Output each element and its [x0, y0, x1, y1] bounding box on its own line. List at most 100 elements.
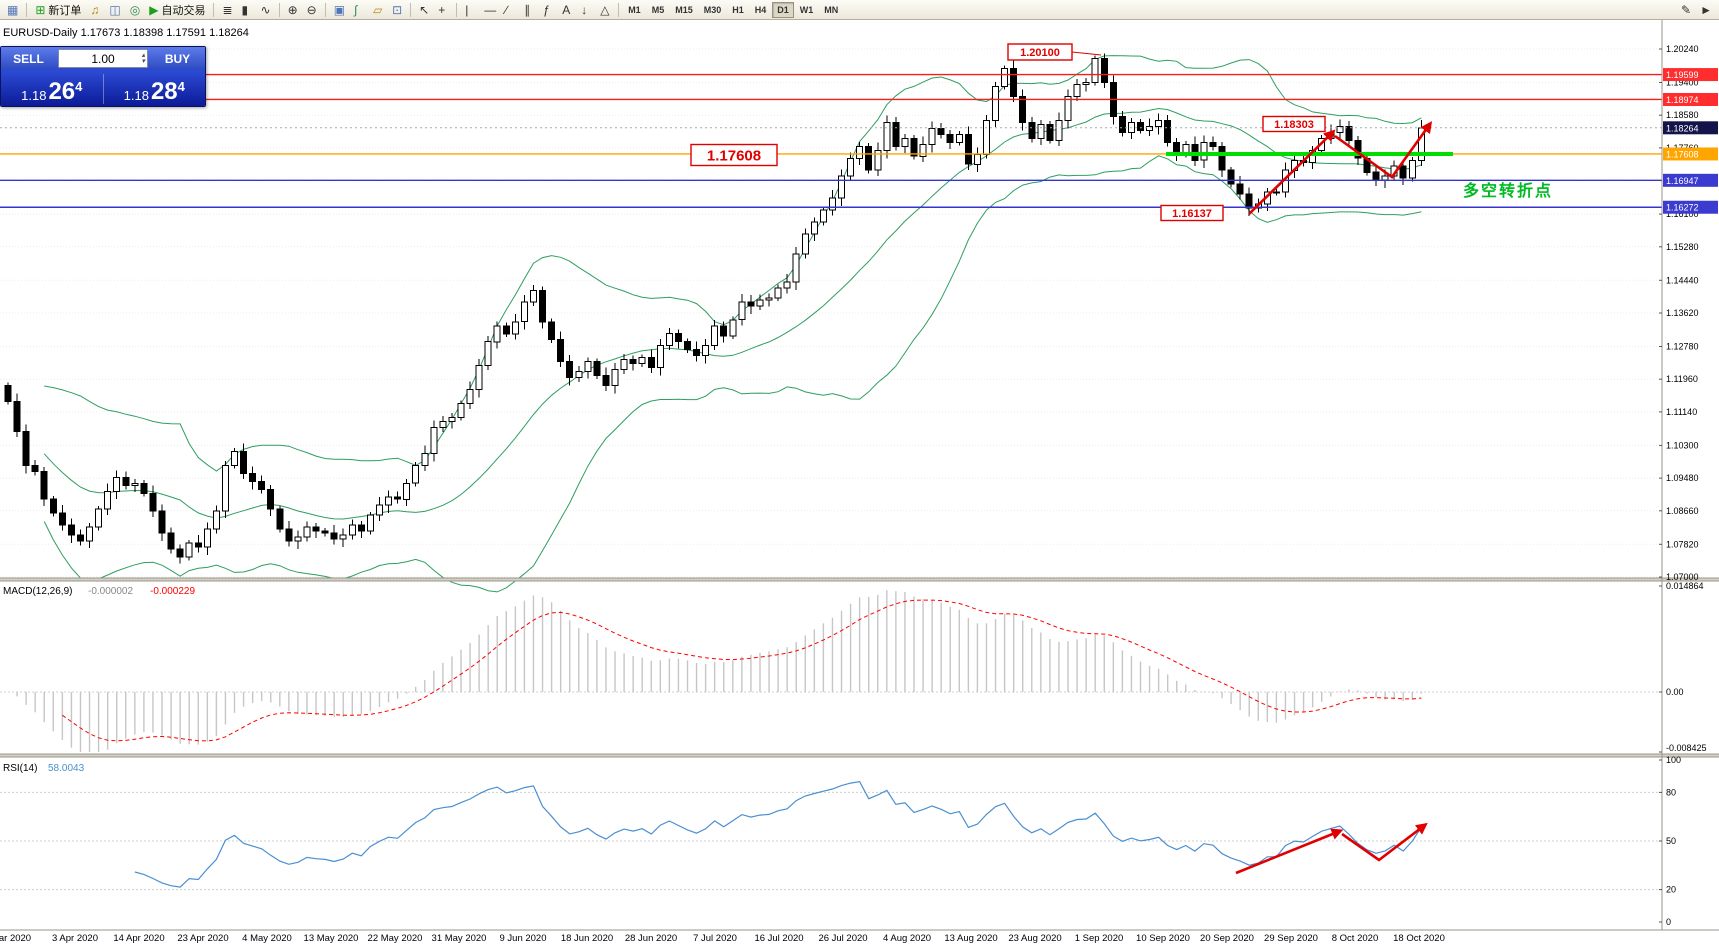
candle — [394, 491, 402, 504]
fibonacci-icon[interactable]: ƒ — [539, 1, 557, 18]
arrows-tool-icon[interactable]: ↓ — [577, 1, 595, 18]
spinner-down-icon[interactable]: ▾ — [141, 57, 145, 65]
candle — [240, 443, 248, 479]
candle — [366, 512, 374, 535]
horizontal-levels[interactable] — [0, 73, 1662, 208]
new-order-button[interactable]: ⊞ 新订单 — [31, 1, 85, 18]
cursor-icon[interactable]: ↖ — [415, 1, 433, 18]
level-price-badge: 1.19599 — [1666, 70, 1699, 80]
pointer-tool-icon[interactable]: ► — [1696, 1, 1716, 18]
time-axis[interactable]: Mar 2020 3 Apr 2020 14 Apr 2020 23 Apr 2020… — [0, 929, 1719, 944]
current-price-badge-bg — [1663, 121, 1718, 135]
candle — [910, 135, 918, 160]
panel-divider[interactable] — [0, 578, 1719, 581]
horizontal-line-icon[interactable]: — — [480, 1, 500, 18]
rsi-line — [134, 780, 1422, 888]
candle — [1146, 118, 1154, 136]
candle — [321, 527, 329, 537]
navigator-icon[interactable]: ◎ — [126, 1, 144, 18]
candle — [946, 130, 954, 150]
candle — [1137, 119, 1144, 134]
candle — [1218, 141, 1226, 177]
timeframe-m30-button[interactable]: M30 — [699, 2, 727, 18]
macd-axis-label: 0.014864 — [1666, 581, 1704, 591]
price-axis-label: 1.07820 — [1666, 539, 1699, 549]
shapes-tool-icon: △ — [600, 2, 610, 17]
crosshair-icon[interactable]: + — [434, 1, 452, 18]
candle — [158, 504, 166, 542]
candle — [738, 293, 746, 326]
current-price-badge: 1.18264 — [1666, 123, 1699, 133]
timeframe-m15-button[interactable]: M15 — [670, 2, 698, 18]
candle — [194, 535, 202, 553]
price-axis-label: 1.16100 — [1666, 209, 1699, 219]
channel-icon[interactable]: ∥ — [520, 1, 538, 18]
candle — [1127, 118, 1135, 140]
ask-pipette: 4 — [177, 79, 185, 94]
autotrading-button[interactable]: ▶ 自动交易 — [145, 1, 209, 18]
bar-chart-icon[interactable]: ≣ — [218, 1, 236, 18]
trade-widget-prices: 1.18 26 4 1.18 28 4 — [1, 70, 206, 106]
timeframe-d1-button[interactable]: D1 — [772, 1, 794, 18]
chart-window-icon[interactable]: ▦ — [3, 1, 22, 18]
candle — [973, 147, 981, 173]
text-tool-icon[interactable]: A — [558, 1, 576, 18]
candle — [203, 522, 211, 556]
market-watch-icon[interactable]: ◫ — [105, 1, 124, 18]
candle — [1073, 78, 1081, 101]
candle — [176, 544, 184, 564]
tile-windows-icon[interactable]: ▣ — [330, 1, 349, 18]
candle — [1019, 89, 1027, 131]
indicators-icon[interactable]: ∫ — [350, 1, 368, 18]
candle — [140, 480, 148, 497]
callout-text-1.18303: 1.18303 — [1274, 119, 1314, 131]
bid-price[interactable]: 1.18 26 4 — [1, 70, 103, 106]
zoom-out-icon[interactable]: ⊖ — [303, 1, 321, 18]
vertical-line-icon[interactable]: | — [461, 1, 479, 18]
candlestick-chart-icon[interactable]: ▮ — [238, 1, 256, 18]
timeframe-m1-button[interactable]: M1 — [623, 2, 646, 18]
time-axis-label: 23 Aug 2020 — [1008, 933, 1061, 944]
line-chart-icon[interactable]: ∿ — [257, 1, 275, 18]
candle — [928, 121, 936, 153]
timeframe-mn-button[interactable]: MN — [819, 2, 843, 18]
candle — [1399, 161, 1407, 185]
candle — [149, 485, 157, 517]
timeframe-h1-button[interactable]: H1 — [727, 2, 749, 18]
time-axis-label: 26 Jul 2020 — [818, 933, 867, 944]
timeframe-w1-button[interactable]: W1 — [795, 2, 819, 18]
templates-icon[interactable]: ⊡ — [388, 1, 406, 18]
candle — [439, 415, 447, 432]
trade-widget-top-row: SELL 1.00 ▴ ▾ BUY — [1, 47, 205, 70]
trendline-icon[interactable]: ∕ — [501, 1, 519, 18]
candle — [221, 461, 229, 518]
sell-button[interactable]: SELL — [13, 51, 44, 66]
buy-button[interactable]: BUY — [164, 51, 191, 66]
panel-divider[interactable] — [0, 754, 1719, 757]
zoom-in-icon[interactable]: ⊕ — [284, 1, 302, 18]
candle — [1408, 157, 1416, 182]
line-chart-icon: ∿ — [260, 2, 271, 17]
time-axis-label: 14 Apr 2020 — [113, 933, 164, 944]
autotrading-button-label: 自动交易 — [161, 4, 206, 17]
sound-icon[interactable]: ♫ — [86, 1, 104, 18]
shapes-tool-icon[interactable]: △ — [596, 1, 614, 18]
candle — [828, 190, 836, 216]
objects-icon[interactable]: ▱ — [369, 1, 387, 18]
candle — [1345, 120, 1353, 145]
ask-price[interactable]: 1.18 28 4 — [104, 70, 206, 106]
candle — [992, 82, 1000, 128]
draw-tool-icon[interactable]: ✎ — [1677, 1, 1695, 18]
spinner-up-icon[interactable]: ▴ — [141, 51, 145, 59]
timeframe-m5-button[interactable]: M5 — [647, 2, 670, 18]
candle — [539, 286, 547, 329]
candle — [113, 470, 121, 500]
volume-spinner[interactable]: ▴ ▾ — [141, 50, 145, 67]
candle — [348, 519, 356, 540]
volume-input[interactable]: 1.00 ▴ ▾ — [58, 49, 148, 68]
candle — [58, 505, 66, 531]
price-axis[interactable]: 1.202401.194001.185801.177601.169401.161… — [0, 20, 1719, 930]
one-click-trade-widget: SELL 1.00 ▴ ▾ BUY 1.18 26 4 1.18 28 4 — [0, 46, 206, 107]
timeframe-h4-button[interactable]: H4 — [750, 2, 772, 18]
